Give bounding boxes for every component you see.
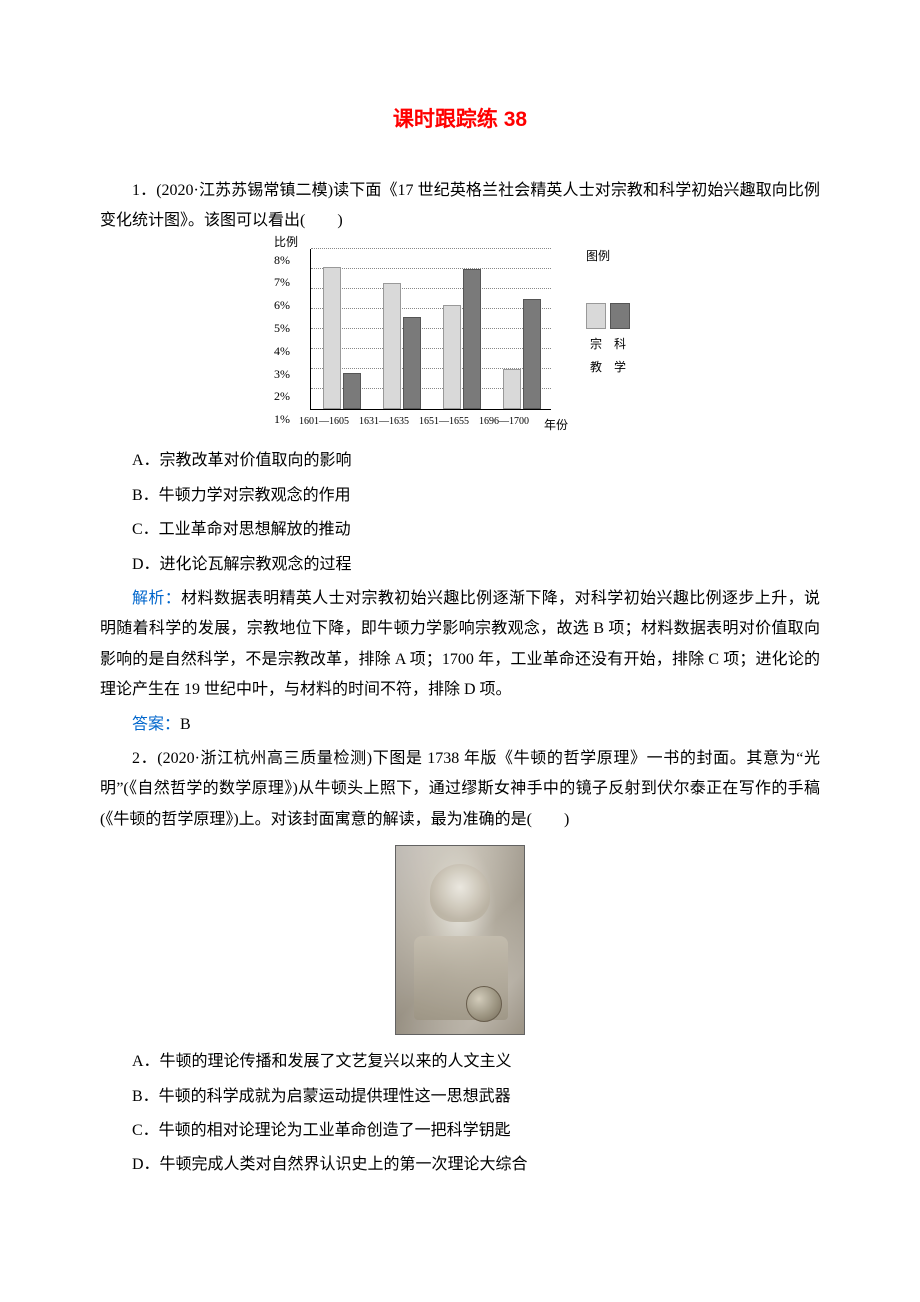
q2-option-a: A．牛顿的理论传播和发展了文艺复兴以来的人文主义 bbox=[100, 1047, 820, 1077]
chart-x-axis-row: 1601—16051631—16351651—16551696—1700 年份 bbox=[294, 410, 568, 437]
answer-label: 答案： bbox=[132, 716, 180, 733]
q2-figure bbox=[395, 845, 525, 1035]
chart-y-axis: 8% 7% 6% 5% 4% 3% 2% 1% bbox=[274, 249, 290, 409]
ytick: 3% bbox=[274, 363, 290, 386]
bar-religion bbox=[323, 267, 341, 409]
chart-legend: 图例 宗教 科学 bbox=[586, 245, 646, 379]
chart-plot-column: 1601—16051631—16351651—16551696—1700 年份 bbox=[294, 243, 568, 437]
ytick: 4% bbox=[274, 340, 290, 363]
chart-plot-area bbox=[310, 249, 551, 410]
chart: 比例 8% 7% 6% 5% 4% 3% 2% 1% 1601—16051631… bbox=[274, 243, 646, 437]
figure-globe bbox=[466, 986, 502, 1022]
legend-title: 图例 bbox=[586, 245, 646, 268]
analysis-label: 解析： bbox=[132, 590, 181, 607]
bar-religion bbox=[383, 283, 401, 409]
q2-figure-wrap bbox=[100, 845, 820, 1035]
ytick: 5% bbox=[274, 317, 290, 340]
chart-x-unit: 年份 bbox=[544, 414, 568, 437]
q1-chart: 比例 8% 7% 6% 5% 4% 3% 2% 1% 1601—16051631… bbox=[100, 243, 820, 437]
ytick: 2% bbox=[274, 385, 290, 408]
bar-science bbox=[463, 269, 481, 409]
q1-analysis: 解析：材料数据表明精英人士对宗教初始兴趣比例逐渐下降，对科学初始兴趣比例逐步上升… bbox=[100, 584, 820, 706]
x-tick-label: 1651—1655 bbox=[414, 412, 474, 431]
q2-option-b: B．牛顿的科学成就为启蒙运动提供理性这一思想武器 bbox=[100, 1082, 820, 1112]
legend-label-religion: 宗教 bbox=[586, 333, 606, 379]
ytick: 1% bbox=[274, 408, 290, 431]
bar-science bbox=[343, 373, 361, 409]
bar-group bbox=[437, 269, 487, 409]
bar-group bbox=[497, 299, 547, 409]
page: 课时跟踪练 38 1．(2020·江苏苏锡常镇二模)读下面《17 世纪英格兰社会… bbox=[0, 0, 920, 1302]
legend-swatch-religion bbox=[586, 303, 606, 329]
q2-option-d: D．牛顿完成人类对自然界认识史上的第一次理论大综合 bbox=[100, 1150, 820, 1180]
q2-option-c: C．牛顿的相对论理论为工业革命创造了一把科学钥匙 bbox=[100, 1116, 820, 1146]
bar-religion bbox=[503, 369, 521, 409]
q1-stem: 1．(2020·江苏苏锡常镇二模)读下面《17 世纪英格兰社会精英人士对宗教和科… bbox=[100, 176, 820, 237]
bar-science bbox=[523, 299, 541, 409]
x-tick-label: 1601—1605 bbox=[294, 412, 354, 431]
figure-upper-shape bbox=[430, 864, 490, 922]
ytick: 6% bbox=[274, 294, 290, 317]
q1-option-b: B．牛顿力学对宗教观念的作用 bbox=[100, 481, 820, 511]
gridline bbox=[311, 248, 551, 249]
q1-option-c: C．工业革命对思想解放的推动 bbox=[100, 515, 820, 545]
legend-swatches bbox=[586, 303, 646, 329]
analysis-text: 材料数据表明精英人士对宗教初始兴趣比例逐渐下降，对科学初始兴趣比例逐步上升，说明… bbox=[100, 590, 820, 698]
q1-answer: 答案：B bbox=[100, 710, 820, 740]
chart-y-unit: 比例 bbox=[274, 231, 298, 254]
q2-stem: 2．(2020·浙江杭州高三质量检测)下图是 1738 年版《牛顿的哲学原理》一… bbox=[100, 744, 820, 835]
q1-option-d: D．进化论瓦解宗教观念的过程 bbox=[100, 550, 820, 580]
answer-text: B bbox=[180, 716, 191, 733]
q1-option-a: A．宗教改革对价值取向的影响 bbox=[100, 446, 820, 476]
x-tick-label: 1631—1635 bbox=[354, 412, 414, 431]
legend-label-science: 科学 bbox=[610, 333, 630, 379]
legend-labels: 宗教 科学 bbox=[586, 333, 646, 379]
ytick: 7% bbox=[274, 271, 290, 294]
bar-group bbox=[377, 283, 427, 409]
page-title: 课时跟踪练 38 bbox=[100, 100, 820, 140]
bar-religion bbox=[443, 305, 461, 409]
bar-group bbox=[317, 267, 367, 409]
bar-science bbox=[403, 317, 421, 409]
x-tick-label: 1696—1700 bbox=[474, 412, 534, 431]
legend-swatch-science bbox=[610, 303, 630, 329]
chart-x-labels: 1601—16051631—16351651—16551696—1700 bbox=[294, 412, 534, 431]
